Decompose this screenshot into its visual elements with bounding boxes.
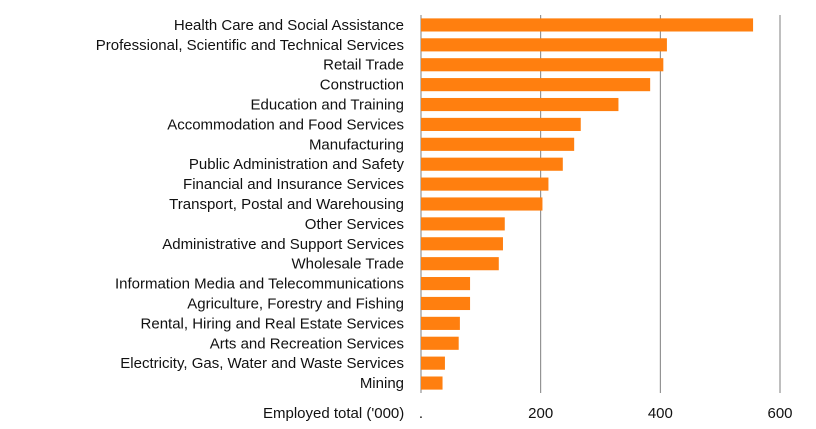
bars [421, 18, 754, 390]
category-label: Education and Training [251, 97, 404, 114]
category-label: Rental, Hiring and Real Estate Services [141, 315, 404, 332]
bar [421, 78, 651, 92]
bar [421, 117, 581, 131]
x-tick-label: 600 [767, 405, 792, 422]
bar [421, 217, 505, 231]
bar [421, 356, 445, 370]
category-label: Health Care and Social Assistance [174, 17, 404, 34]
category-label: Electricity, Gas, Water and Waste Servic… [120, 355, 404, 372]
category-label: Information Media and Telecommunications [115, 276, 404, 293]
bar [421, 237, 503, 251]
category-label: Financial and Insurance Services [183, 176, 404, 193]
category-label: Construction [320, 77, 404, 94]
bar [421, 157, 563, 171]
x-tick-label: . [419, 405, 423, 422]
x-tick-label: 200 [528, 405, 553, 422]
category-labels: Health Care and Social Assistance Profess… [96, 17, 405, 392]
category-label: Arts and Recreation Services [210, 335, 404, 352]
category-label: Transport, Postal and Warehousing [169, 196, 404, 213]
bar [421, 137, 575, 151]
x-tick-labels: . 200 400 600 [419, 405, 793, 422]
category-label: Manufacturing [309, 136, 404, 153]
bar [421, 38, 667, 52]
bar [421, 336, 459, 350]
category-label: Agriculture, Forestry and Fishing [187, 295, 404, 312]
bar [421, 197, 543, 211]
category-label: Wholesale Trade [291, 256, 404, 273]
bar [421, 277, 471, 291]
bar [421, 316, 460, 330]
category-label: Retail Trade [323, 57, 404, 74]
bar [421, 97, 619, 112]
category-label: Public Administration and Safety [189, 156, 405, 173]
category-label: Mining [360, 375, 404, 392]
x-tick-label: 400 [648, 405, 673, 422]
bar [421, 257, 499, 271]
category-label: Accommodation and Food Services [167, 116, 404, 133]
category-label: Professional, Scientific and Technical S… [96, 37, 404, 54]
bar [421, 18, 754, 32]
bar [421, 376, 443, 390]
bar [421, 296, 471, 311]
category-label: Other Services [305, 216, 404, 233]
bar [421, 58, 664, 72]
x-axis-title: Employed total ('000) [263, 405, 404, 422]
bar [421, 177, 549, 191]
category-label: Administrative and Support Services [162, 236, 404, 253]
